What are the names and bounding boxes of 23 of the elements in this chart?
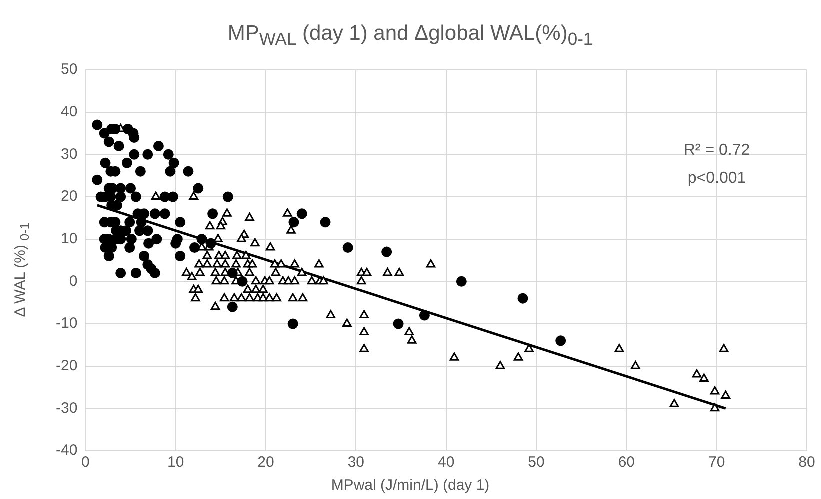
annotation: p<0.001 bbox=[688, 170, 746, 187]
y-tick-label: -20 bbox=[56, 357, 78, 374]
x-axis-title: MPwal (J/min/L) (day 1) bbox=[330, 477, 491, 494]
annotation: R² = 0.72 bbox=[684, 142, 750, 159]
x-tick-label: 60 bbox=[618, 454, 636, 472]
x-tick-label: 50 bbox=[528, 454, 545, 472]
y-tick-label: 10 bbox=[60, 230, 78, 248]
y-tick-label: -10 bbox=[56, 315, 78, 332]
chart-title: MP$_{WAL}$ (day 1) and Δglobal WAL(%)$_{0-1}$ bbox=[226, 22, 594, 50]
x-tick-label: 20 bbox=[258, 454, 274, 472]
y-tick-label: 0 bbox=[69, 272, 78, 290]
x-tick-label: 0 bbox=[82, 454, 90, 472]
y-tick-label: -30 bbox=[56, 400, 78, 417]
x-tick-label: 70 bbox=[708, 454, 726, 472]
y-tick-label: 50 bbox=[60, 61, 78, 78]
y-tick-label: 40 bbox=[60, 103, 78, 120]
x-tick-label: 80 bbox=[798, 454, 816, 472]
x-tick-label: 40 bbox=[438, 454, 455, 472]
x-tick-label: 30 bbox=[348, 454, 365, 472]
x-tick-label: 10 bbox=[168, 454, 184, 472]
y-tick-label: 20 bbox=[60, 188, 78, 206]
y-tick-label: -40 bbox=[56, 442, 78, 460]
y-tick-label: 30 bbox=[60, 146, 78, 163]
